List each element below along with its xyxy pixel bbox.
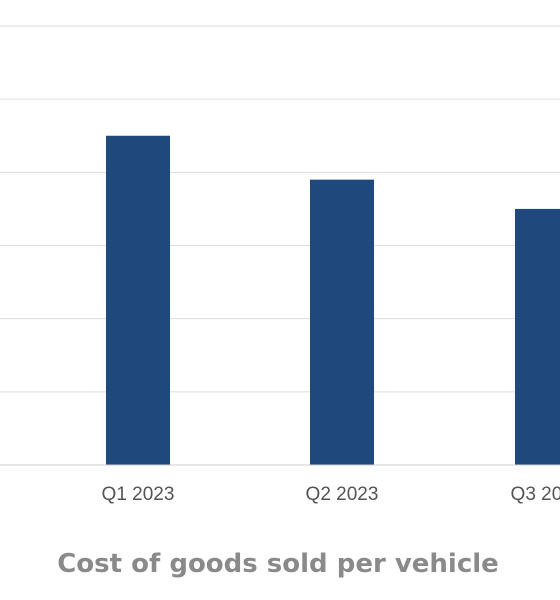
x-tick-label: Q2 2023 (306, 484, 379, 505)
bar (106, 135, 170, 465)
x-tick-label: Q3 2023 (511, 484, 560, 505)
x-tick-label: Q1 2023 (102, 484, 175, 505)
bars (106, 135, 560, 465)
chart-title: Cost of goods sold per vehicle (57, 549, 499, 579)
bar (515, 208, 560, 465)
x-tick-labels: Q1 2023 Q2 2023 Q3 2023 (102, 484, 560, 505)
bar (310, 179, 374, 465)
gridlines (0, 25, 560, 393)
